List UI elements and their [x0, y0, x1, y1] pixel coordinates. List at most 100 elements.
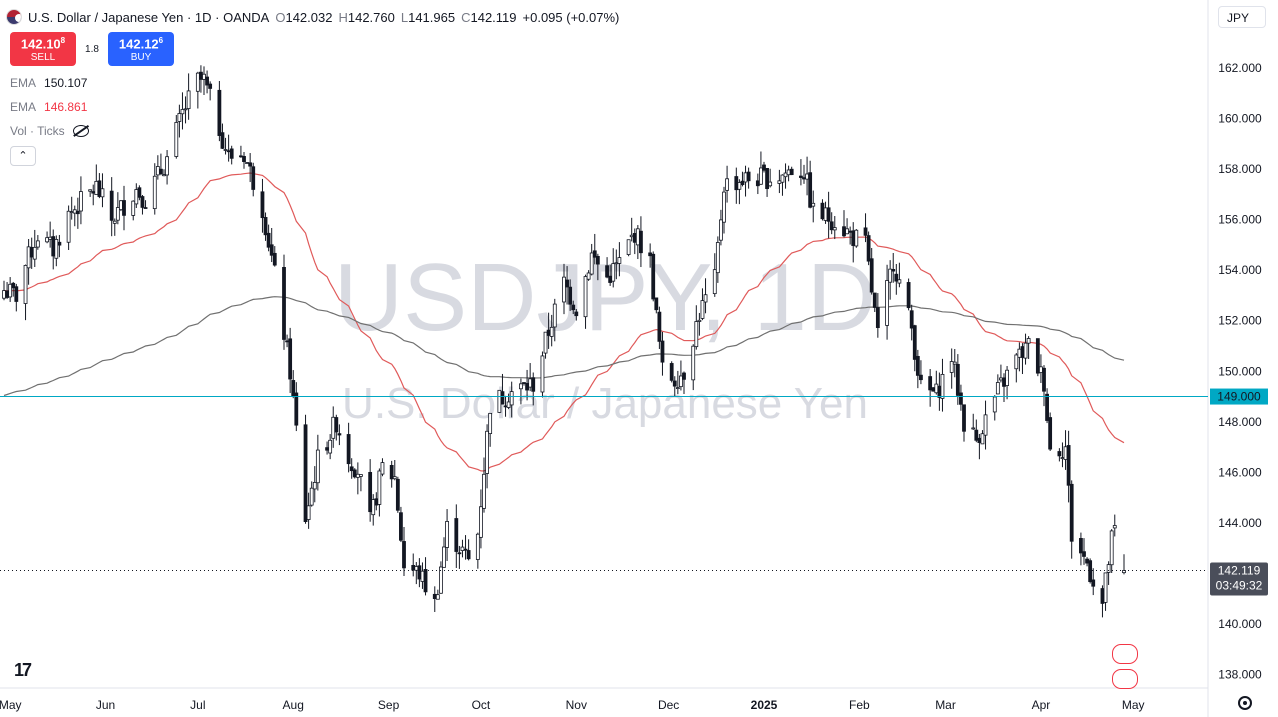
candle-body: [100, 188, 105, 198]
candle-body: [743, 172, 748, 183]
y-tick-label: 152.000: [1218, 314, 1262, 328]
candle-body: [389, 464, 394, 480]
collapse-legend-button[interactable]: ⌃: [10, 146, 36, 166]
candle-body: [971, 427, 976, 430]
candle-body: [811, 202, 816, 207]
candle-body: [894, 273, 899, 282]
candle-body: [611, 263, 616, 282]
candle-body: [952, 361, 957, 365]
candle-body: [392, 476, 397, 480]
watermark-symbol: USDJPY, 1D: [334, 244, 876, 351]
candle-body: [457, 552, 462, 555]
ema-slow-legend[interactable]: EMA 150.107: [10, 76, 87, 90]
candle-body: [654, 297, 659, 311]
candle-body: [931, 387, 936, 392]
candle-body: [799, 175, 803, 178]
candle-body: [14, 286, 19, 302]
ema-fast-legend[interactable]: EMA 146.861: [10, 100, 87, 114]
y-tick-label: 144.000: [1218, 516, 1262, 530]
candle-body: [202, 73, 206, 80]
candle-body: [1112, 525, 1117, 529]
high-value: 142.760: [347, 9, 395, 25]
candle-body: [669, 363, 674, 381]
candle-body: [1005, 369, 1009, 386]
x-tick-label: Apr: [1032, 698, 1051, 712]
candle-body: [45, 237, 49, 243]
candle-body: [762, 164, 766, 171]
candle-body: [23, 265, 28, 304]
candle-body: [789, 168, 794, 176]
candle-body: [1060, 457, 1065, 459]
candle-body: [159, 168, 163, 175]
candle-body: [657, 311, 662, 342]
candle-body: [239, 155, 243, 158]
currency-selector[interactable]: JPY: [1218, 6, 1266, 28]
hidden-eye-icon[interactable]: [72, 125, 89, 137]
candle-body: [57, 241, 62, 246]
candle-body: [974, 429, 979, 441]
ema-fast-line: [3, 172, 1125, 472]
candle-body: [509, 391, 514, 406]
candle-body: [97, 180, 102, 197]
trade-panel: 142.108 SELL 1.8 142.126 BUY: [10, 32, 174, 66]
candle-body: [217, 89, 222, 136]
candle-body: [112, 220, 117, 224]
symbol-title[interactable]: U.S. Dollar / Japanese Yen · 1D · OANDA: [28, 9, 270, 25]
buy-label: BUY: [130, 51, 152, 63]
candle-body: [715, 242, 720, 274]
sell-button[interactable]: 142.108 SELL: [10, 32, 76, 66]
candle-body: [660, 340, 665, 363]
candle-body: [226, 150, 231, 153]
candle-body: [583, 276, 588, 318]
candle-body: [399, 512, 403, 541]
candle-body: [802, 177, 806, 180]
candle-body: [1066, 445, 1071, 486]
candle-body: [679, 375, 683, 388]
volume-legend[interactable]: Vol · Ticks: [10, 124, 89, 138]
us-event-flag-icon[interactable]: [1112, 669, 1138, 689]
close-label: C: [461, 9, 471, 25]
candle-body: [845, 228, 849, 235]
x-tick-label: Aug: [283, 698, 304, 712]
low-value: 141.965: [408, 9, 456, 25]
candle-body: [5, 290, 9, 298]
candle-body: [288, 338, 293, 380]
candle-body: [1106, 564, 1111, 573]
candle-body: [355, 473, 360, 478]
settings-icon[interactable]: [1238, 696, 1252, 710]
candle-body: [522, 382, 526, 384]
x-tick-label: Sep: [378, 698, 400, 712]
candle-body: [122, 200, 126, 216]
candle-body: [992, 396, 997, 413]
candle-body: [346, 434, 351, 465]
candle-body: [285, 340, 289, 343]
event-marker-icon[interactable]: [1112, 644, 1138, 664]
candle-body: [980, 433, 985, 445]
candle-body: [482, 473, 486, 509]
candle-body: [540, 355, 545, 393]
candle-body: [783, 172, 788, 178]
candle-body: [195, 72, 200, 92]
candle-body: [328, 439, 333, 454]
candle-body: [183, 108, 188, 111]
candle-body: [503, 405, 508, 408]
candle-body: [592, 250, 597, 258]
candle-body: [282, 267, 286, 340]
symbol-header: U.S. Dollar / Japanese Yen · 1D · OANDA …: [6, 6, 619, 28]
tradingview-logo-icon[interactable]: 17: [14, 660, 32, 680]
candle-body: [368, 471, 373, 513]
candle-body: [854, 229, 859, 247]
candle-body: [51, 236, 56, 257]
candle-body: [411, 564, 416, 571]
x-tick-label: Nov: [566, 698, 587, 712]
candle-body: [703, 294, 708, 303]
candle-body: [543, 331, 548, 354]
candle-body: [1026, 338, 1031, 344]
buy-button[interactable]: 142.126 BUY: [108, 32, 174, 66]
candle-body: [460, 546, 465, 551]
candle-body: [891, 269, 896, 272]
candle-body: [94, 180, 99, 195]
candle-body: [915, 355, 920, 376]
candle-body: [691, 345, 696, 381]
